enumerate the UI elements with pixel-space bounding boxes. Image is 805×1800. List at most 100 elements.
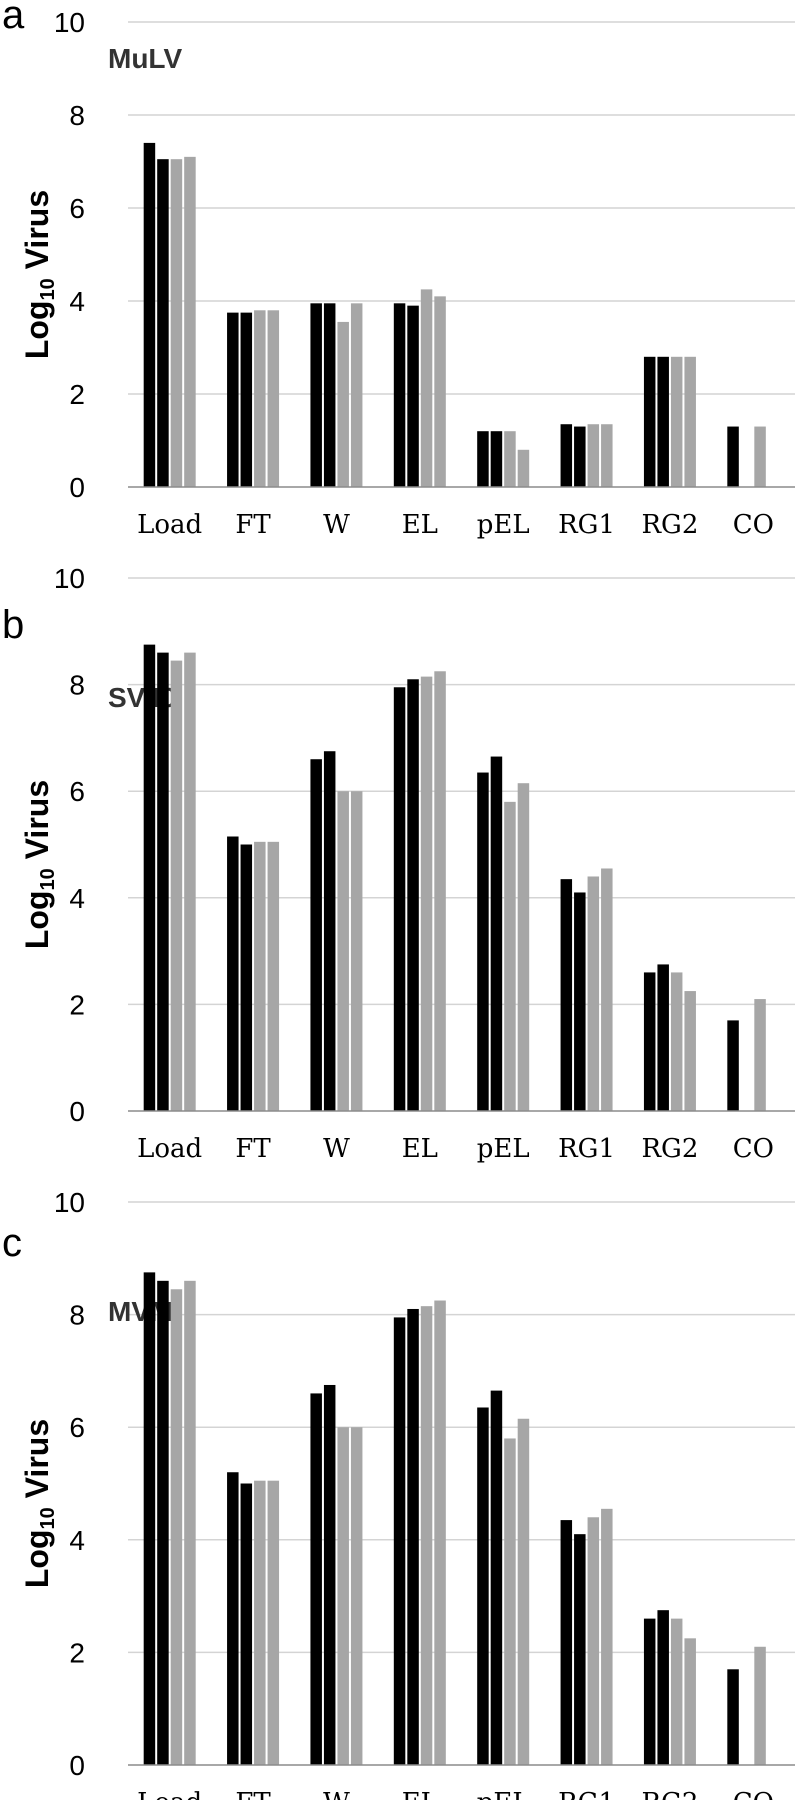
bar-w-series-1 — [310, 303, 322, 487]
bar-w-series-3 — [337, 321, 349, 487]
y-axis-label-rest: Virus — [19, 1419, 55, 1507]
bar-load-series-2 — [157, 1280, 169, 1765]
bar-el-series-3 — [420, 289, 433, 487]
y-axis-label-rest: Virus — [19, 190, 55, 278]
y-axis-label: Log10 Virus — [19, 1419, 59, 1588]
y-tick-label: 4 — [69, 883, 85, 914]
y-axis-label-subscript: 10 — [37, 278, 59, 300]
bar-el-series-4 — [434, 1300, 446, 1765]
bar-rg1-series-4 — [601, 1508, 613, 1765]
bar-load-series-4 — [184, 652, 196, 1111]
x-tick-label: Load — [137, 510, 202, 540]
bar-w-series-2 — [323, 1384, 336, 1765]
bar-rg2-series-2 — [657, 1610, 669, 1765]
bar-ft-series-3 — [254, 841, 266, 1111]
bar-load-series-2 — [157, 159, 169, 488]
y-tick-label: 2 — [69, 989, 85, 1020]
y-axis-label-main: Log — [19, 300, 55, 359]
y-tick-label: 0 — [69, 1750, 85, 1781]
bar-rg1-series-2 — [574, 1534, 586, 1765]
x-tick-label: CO — [733, 1788, 774, 1800]
bar-w-series-2 — [323, 303, 336, 487]
bar-rg2-series-4 — [684, 1638, 696, 1765]
bar-pel-series-1 — [477, 431, 489, 487]
y-tick-label: 6 — [69, 1412, 85, 1443]
bar-load-series-1 — [143, 644, 156, 1111]
bar-rg1-series-4 — [601, 868, 613, 1111]
bar-load-series-3 — [170, 660, 183, 1111]
x-tick-label: RG2 — [641, 510, 698, 540]
bar-pel-series-3 — [504, 801, 516, 1111]
bar-el-series-1 — [393, 687, 406, 1111]
bar-rg1-series-3 — [587, 876, 600, 1111]
bar-w-series-1 — [310, 1393, 322, 1765]
x-tick-label: RG2 — [641, 1134, 698, 1164]
x-tick-label: EL — [402, 1134, 438, 1164]
y-tick-label: 6 — [69, 776, 85, 807]
panel-letter: a — [2, 0, 25, 37]
bar-ft-series-2 — [240, 312, 253, 487]
bar-w-series-3 — [337, 1427, 349, 1765]
x-tick-label: W — [323, 510, 350, 540]
bar-rg1-series-2 — [574, 892, 586, 1111]
x-tick-label: RG1 — [558, 510, 615, 540]
y-axis-label-main: Log — [19, 1529, 55, 1588]
y-tick-label: 4 — [69, 1525, 85, 1556]
y-tick-label: 10 — [54, 1187, 85, 1218]
bar-w-series-3 — [337, 791, 349, 1111]
bar-el-series-3 — [420, 676, 433, 1111]
x-tick-label: Load — [137, 1134, 202, 1164]
bar-el-series-1 — [393, 1317, 406, 1765]
bar-rg2-series-1 — [643, 972, 656, 1111]
bar-load-series-3 — [170, 159, 183, 488]
y-tick-label: 2 — [69, 1637, 85, 1668]
y-axis-label: Log10 Virus — [19, 780, 59, 949]
bar-pel-series-4 — [517, 1418, 530, 1765]
bar-ft-series-1 — [227, 1472, 239, 1765]
bar-ft-series-2 — [240, 1483, 253, 1765]
bar-ft-series-4 — [267, 1480, 280, 1765]
x-tick-label: Load — [137, 1788, 202, 1800]
bar-co-series-1 — [727, 426, 739, 487]
bar-ft-series-1 — [227, 312, 239, 487]
x-tick-label: FT — [235, 1788, 271, 1800]
bar-pel-series-1 — [477, 772, 489, 1111]
bar-rg2-series-1 — [643, 1618, 656, 1765]
x-tick-label: pEL — [477, 1134, 530, 1164]
bar-pel-series-2 — [490, 431, 503, 487]
bar-rg1-series-4 — [601, 424, 613, 487]
bar-pel-series-3 — [504, 431, 516, 487]
bar-rg1-series-2 — [574, 426, 586, 487]
bar-load-series-2 — [157, 652, 169, 1111]
bar-pel-series-3 — [504, 1438, 516, 1765]
bar-load-series-4 — [184, 156, 196, 487]
bar-el-series-2 — [407, 1308, 419, 1765]
x-tick-label: RG1 — [558, 1788, 615, 1800]
bar-co-series-1 — [727, 1020, 739, 1111]
bar-rg1-series-1 — [560, 424, 573, 487]
bar-ft-series-3 — [254, 1480, 266, 1765]
y-tick-label: 0 — [69, 1096, 85, 1127]
bar-co-series-3 — [754, 1646, 766, 1765]
x-tick-label: FT — [235, 510, 271, 540]
bar-rg2-series-4 — [684, 991, 696, 1111]
x-tick-label: CO — [733, 1134, 774, 1164]
bar-rg2-series-1 — [643, 356, 656, 487]
bar-el-series-4 — [434, 671, 446, 1111]
x-tick-label: EL — [402, 1788, 438, 1800]
x-tick-label: pEL — [477, 1788, 530, 1800]
bar-ft-series-3 — [254, 310, 266, 487]
y-axis-label-subscript: 10 — [37, 868, 59, 890]
x-tick-label: W — [323, 1134, 350, 1164]
bar-el-series-2 — [407, 679, 419, 1111]
bar-load-series-3 — [170, 1289, 183, 1765]
x-tick-label: pEL — [477, 510, 530, 540]
bar-ft-series-1 — [227, 836, 239, 1111]
bar-load-series-1 — [143, 142, 156, 487]
y-tick-label: 8 — [69, 670, 85, 701]
x-tick-label: EL — [402, 510, 438, 540]
bar-rg2-series-3 — [670, 972, 683, 1111]
bar-w-series-1 — [310, 759, 322, 1111]
